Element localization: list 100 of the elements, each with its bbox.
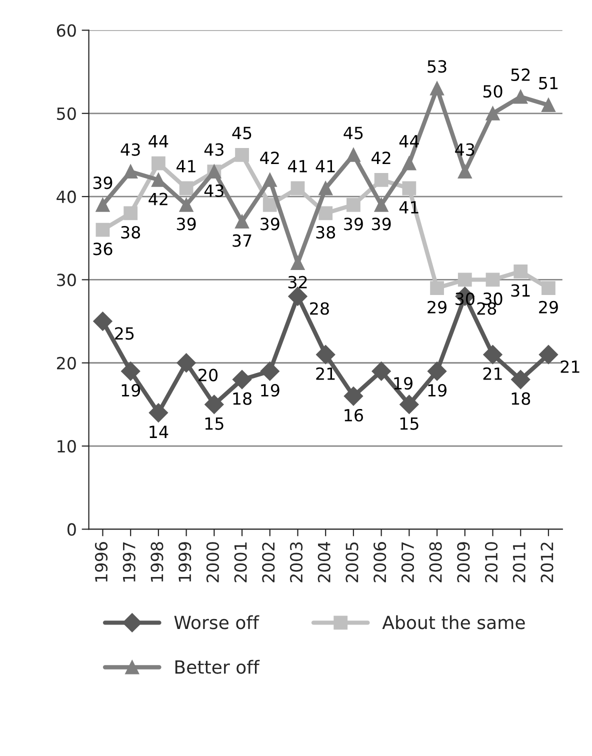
data-label: 37 [232,234,252,247]
x-tick-label: 2008 [429,542,442,582]
point [260,362,280,381]
x-tick-label: 2007 [401,542,414,582]
point [152,156,166,170]
data-label: 41 [399,201,418,214]
y-tick-label: 0 [67,523,76,536]
point [428,362,447,381]
data-label: 36 [93,242,112,256]
point [511,370,530,390]
y-tick-label: 60 [56,24,76,37]
data-label: 19 [261,384,280,397]
x-tick-label: 2006 [374,542,386,582]
legend-label: Better off [175,660,260,674]
point [514,90,528,104]
x-tick-label: 2002 [262,542,275,582]
data-label: 42 [372,152,390,164]
point [179,181,194,196]
point [176,353,196,372]
point [148,403,168,422]
data-label: 28 [310,302,329,315]
data-label: 25 [115,327,134,340]
data-label: 39 [260,218,280,230]
data-label: 19 [428,384,446,397]
data-label: 38 [121,226,140,239]
point [542,98,556,112]
point [262,198,277,212]
data-label: 41 [176,160,196,172]
x-tick-label: 2004 [318,542,330,582]
data-label: 15 [400,417,418,430]
y-tick-label: 40 [56,190,76,204]
point [262,172,277,187]
point [458,164,472,179]
data-label: 53 [428,60,446,73]
data-label: 52 [511,68,530,82]
x-tick-label: 1999 [178,542,192,582]
point [96,198,110,212]
point [374,172,388,187]
data-label: 15 [205,417,224,430]
data-label: 43 [204,143,224,156]
y-tick-label: 50 [57,107,76,120]
point [430,281,444,295]
data-label: 29 [428,300,446,314]
data-label: 16 [344,408,364,422]
data-label: 41 [288,160,307,172]
point [235,148,249,162]
x-tick-label: 2009 [457,542,470,582]
data-label: 31 [511,284,530,297]
data-label: 18 [512,392,530,405]
y-tick-label: 30 [57,274,76,286]
x-tick-label: 2003 [290,542,303,582]
data-label: 38 [316,226,336,239]
point [514,264,528,278]
data-label: 45 [344,126,363,140]
point [402,156,416,170]
point [179,198,194,212]
data-label: 19 [394,377,412,390]
point [483,345,502,364]
data-label: 21 [483,367,502,380]
point [458,272,472,287]
point [93,312,112,331]
data-label: 20 [198,368,218,382]
point [290,181,305,196]
data-label: 39 [372,218,391,230]
x-tick-label: 2001 [234,542,247,582]
data-label: 44 [399,135,419,148]
data-label: 21 [316,367,335,380]
point [288,286,308,306]
point [232,370,252,390]
data-label: 21 [560,360,580,373]
point [204,394,224,414]
point [318,181,333,196]
point [538,345,558,364]
point [346,148,360,162]
x-tick-label: 2010 [484,542,498,582]
point [316,345,336,364]
x-tick-label: 1998 [150,542,164,582]
x-tick-label: 2005 [346,542,358,582]
data-label: 18 [233,392,252,405]
point [235,214,249,228]
point [372,362,391,381]
data-label: 42 [148,192,168,206]
data-label: 39 [176,218,196,230]
x-tick-label: 2011 [512,542,526,582]
data-label: 43 [120,143,140,156]
x-tick-label: 2012 [540,542,554,582]
data-label: 50 [483,85,502,98]
data-label: 44 [148,135,168,148]
point [121,362,140,381]
point [124,164,138,179]
data-label: 51 [539,76,558,90]
point [402,181,416,196]
data-label: 42 [260,152,279,164]
data-label: 29 [539,300,558,314]
point [152,172,166,187]
data-label: 19 [122,384,140,397]
point [486,272,500,287]
data-label: 45 [232,126,252,140]
data-label: 39 [344,218,363,230]
data-label: 30 [456,292,474,306]
